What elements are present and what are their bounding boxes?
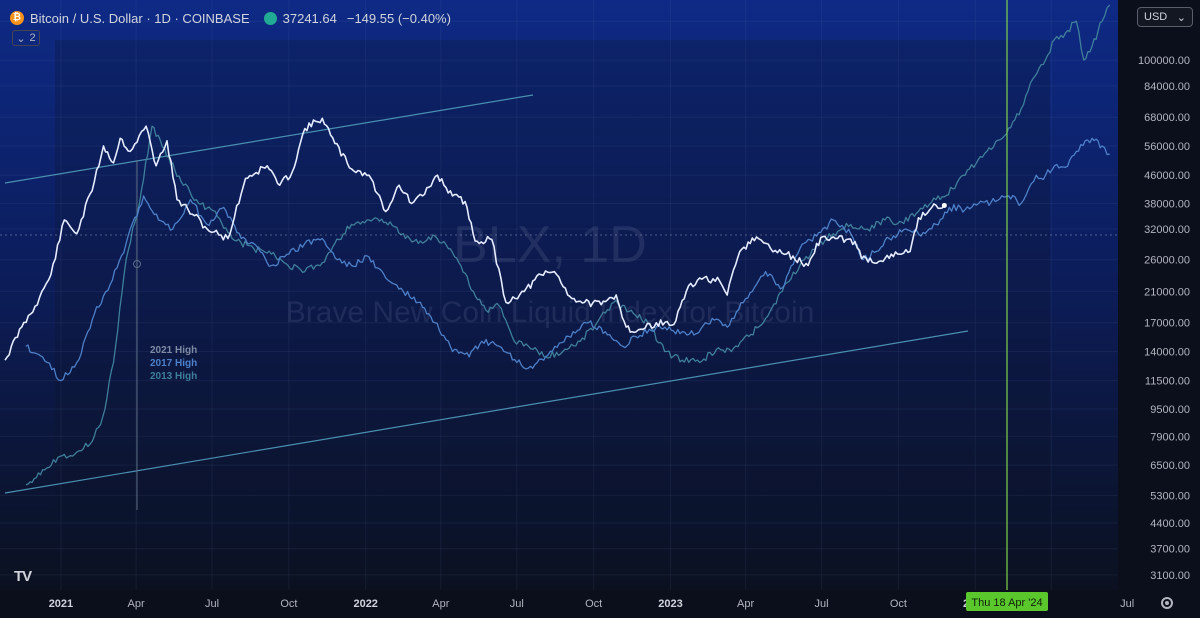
indicator-count: 2	[29, 32, 36, 44]
crosshair-date-label: Thu 18 Apr '24	[971, 597, 1042, 609]
series-line-2021-high	[4, 117, 945, 361]
indicators-collapse-button[interactable]: ⌄ 2	[12, 30, 40, 46]
series-line-2017-high	[25, 137, 1110, 382]
index-overlay-panel	[55, 40, 1050, 510]
y-tick-label: 6500.00	[1150, 460, 1190, 472]
crosshair-date-box	[966, 592, 1048, 611]
y-tick-label: 11500.00	[1145, 376, 1190, 388]
plot-gradient	[0, 0, 1118, 590]
x-tick-label: Apr	[737, 598, 754, 610]
y-tick-label: 68000.00	[1144, 112, 1190, 124]
x-tick-label: Jul	[815, 598, 829, 610]
price-axis-panel[interactable]	[1118, 0, 1200, 590]
x-tick-label: 2021	[49, 598, 73, 610]
x-tick-label: 2022	[353, 598, 377, 610]
y-tick-label: 4400.00	[1150, 518, 1190, 530]
legend-2013-high: 2013 High	[150, 371, 197, 382]
settings-gear-icon[interactable]	[1161, 597, 1173, 609]
currency-selector[interactable]: USD ⌄	[1137, 7, 1193, 27]
y-tick-label: 100000.00	[1138, 55, 1190, 67]
channel-upper-line	[4, 94, 534, 184]
y-tick-label: 7900.00	[1150, 431, 1190, 443]
x-tick-label: Jul	[510, 598, 524, 610]
y-tick-label: 17000.00	[1144, 318, 1190, 330]
symbol-header[interactable]: ₿ Bitcoin / U.S. Dollar · 1D · COINBASE …	[10, 8, 451, 28]
bitcoin-coin-icon: ₿	[10, 11, 24, 25]
y-tick-label: 5300.00	[1150, 490, 1190, 502]
currency-label: USD	[1144, 11, 1168, 23]
y-tick-label: 9500.00	[1150, 404, 1190, 416]
x-tick-label: Apr	[432, 598, 449, 610]
y-tick-label: 46000.00	[1144, 170, 1190, 182]
y-tick-label: 26000.00	[1144, 255, 1190, 267]
y-tick-label: 84000.00	[1144, 81, 1190, 93]
legend-2021-high: 2021 High	[150, 345, 197, 356]
chevron-down-icon: ⌄	[1176, 11, 1186, 24]
y-tick-label: 32000.00	[1144, 224, 1190, 236]
tradingview-logo-icon[interactable]: TV	[14, 568, 32, 585]
x-tick-label: 2023	[658, 598, 682, 610]
legend-2017-high: 2017 High	[150, 358, 197, 369]
series-line-2013-high	[25, 4, 1111, 486]
chevron-down-icon: ⌄	[16, 32, 26, 45]
channel-lower-line	[4, 330, 969, 494]
market-status-icon	[263, 11, 277, 25]
x-tick-label: Jul	[1120, 598, 1134, 610]
series-last-point	[941, 202, 947, 208]
symbol-title[interactable]: Bitcoin / U.S. Dollar · 1D · COINBASE	[30, 10, 250, 26]
x-tick-label: Oct	[890, 598, 907, 610]
x-tick-label: Jul	[205, 598, 219, 610]
y-tick-label: 56000.00	[1144, 141, 1190, 153]
x-tick-label: Oct	[585, 598, 602, 610]
watermark-name: Brave New Coin Liquid Index for Bitcoin	[286, 296, 815, 329]
y-tick-label: 3100.00	[1150, 570, 1190, 582]
y-tick-label: 14000.00	[1144, 346, 1190, 358]
price-change: −149.55 (−0.40%)	[346, 10, 451, 26]
x-tick-label: Apr	[128, 598, 145, 610]
annotation-marker	[133, 260, 141, 268]
y-tick-label: 38000.00	[1144, 198, 1190, 210]
x-tick-label: Oct	[280, 598, 297, 610]
watermark-ticker: BLX, 1D	[453, 216, 647, 274]
last-price: 37241.64	[282, 10, 337, 26]
y-tick-label: 3700.00	[1150, 544, 1190, 556]
y-tick-label: 21000.00	[1144, 286, 1190, 298]
